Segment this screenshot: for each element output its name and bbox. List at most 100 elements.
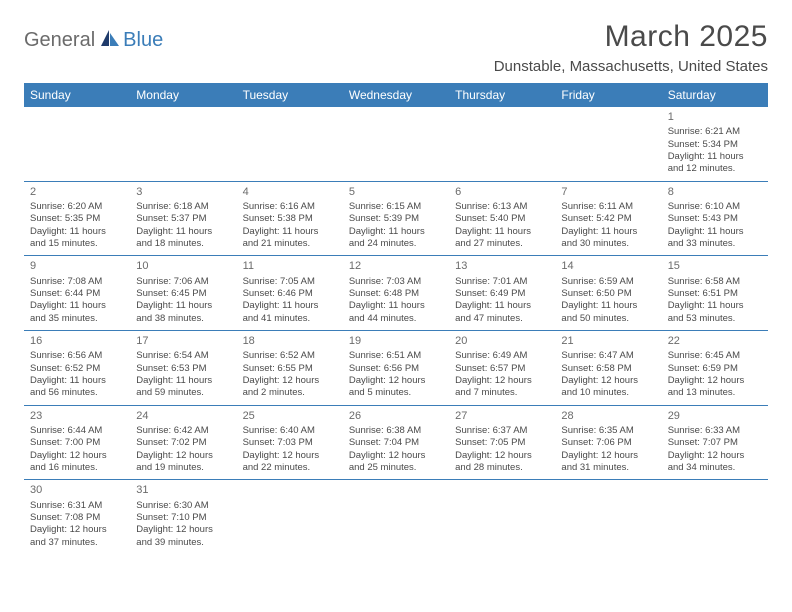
day-number: 14 xyxy=(561,259,655,273)
sunrise-text: Sunrise: 7:05 AM xyxy=(243,276,337,288)
calendar-day-cell: 31Sunrise: 6:30 AMSunset: 7:10 PMDayligh… xyxy=(130,480,236,554)
sunrise-text: Sunrise: 7:01 AM xyxy=(455,276,549,288)
day-number: 22 xyxy=(668,334,762,348)
sunrise-text: Sunrise: 6:33 AM xyxy=(668,425,762,437)
sunset-text: Sunset: 7:10 PM xyxy=(136,512,230,524)
sunrise-text: Sunrise: 7:06 AM xyxy=(136,276,230,288)
day-number: 18 xyxy=(243,334,337,348)
sunrise-text: Sunrise: 6:13 AM xyxy=(455,201,549,213)
daylight-text: Daylight: 11 hours and 38 minutes. xyxy=(136,300,230,325)
day-number: 6 xyxy=(455,185,549,199)
sunrise-text: Sunrise: 6:37 AM xyxy=(455,425,549,437)
calendar-day-cell: 29Sunrise: 6:33 AMSunset: 7:07 PMDayligh… xyxy=(662,405,768,480)
day-number: 20 xyxy=(455,334,549,348)
day-number: 5 xyxy=(349,185,443,199)
calendar-day-cell xyxy=(555,480,661,554)
sunrise-text: Sunrise: 6:15 AM xyxy=(349,201,443,213)
daylight-text: Daylight: 11 hours and 56 minutes. xyxy=(30,375,124,400)
day-number: 13 xyxy=(455,259,549,273)
calendar-day-cell: 24Sunrise: 6:42 AMSunset: 7:02 PMDayligh… xyxy=(130,405,236,480)
sunset-text: Sunset: 7:05 PM xyxy=(455,437,549,449)
calendar-day-cell: 6Sunrise: 6:13 AMSunset: 5:40 PMDaylight… xyxy=(449,181,555,256)
daylight-text: Daylight: 11 hours and 30 minutes. xyxy=(561,226,655,251)
calendar-day-cell: 1Sunrise: 6:21 AMSunset: 5:34 PMDaylight… xyxy=(662,107,768,181)
calendar-day-cell: 21Sunrise: 6:47 AMSunset: 6:58 PMDayligh… xyxy=(555,331,661,406)
sunset-text: Sunset: 7:00 PM xyxy=(30,437,124,449)
sunrise-text: Sunrise: 6:58 AM xyxy=(668,276,762,288)
daylight-text: Daylight: 12 hours and 22 minutes. xyxy=(243,450,337,475)
calendar-day-cell: 19Sunrise: 6:51 AMSunset: 6:56 PMDayligh… xyxy=(343,331,449,406)
calendar-week-row: 1Sunrise: 6:21 AMSunset: 5:34 PMDaylight… xyxy=(24,107,768,181)
daylight-text: Daylight: 11 hours and 44 minutes. xyxy=(349,300,443,325)
calendar-day-cell: 4Sunrise: 6:16 AMSunset: 5:38 PMDaylight… xyxy=(237,181,343,256)
daylight-text: Daylight: 12 hours and 16 minutes. xyxy=(30,450,124,475)
sunrise-text: Sunrise: 6:51 AM xyxy=(349,350,443,362)
daylight-text: Daylight: 12 hours and 28 minutes. xyxy=(455,450,549,475)
sunrise-text: Sunrise: 6:49 AM xyxy=(455,350,549,362)
day-number: 8 xyxy=(668,185,762,199)
sunrise-text: Sunrise: 7:08 AM xyxy=(30,276,124,288)
sunset-text: Sunset: 6:46 PM xyxy=(243,288,337,300)
sunset-text: Sunset: 6:57 PM xyxy=(455,363,549,375)
calendar-day-cell: 22Sunrise: 6:45 AMSunset: 6:59 PMDayligh… xyxy=(662,331,768,406)
daylight-text: Daylight: 11 hours and 18 minutes. xyxy=(136,226,230,251)
sunrise-text: Sunrise: 6:42 AM xyxy=(136,425,230,437)
logo-text-general: General xyxy=(24,29,95,52)
sunset-text: Sunset: 5:38 PM xyxy=(243,213,337,225)
daylight-text: Daylight: 12 hours and 7 minutes. xyxy=(455,375,549,400)
sunrise-text: Sunrise: 6:44 AM xyxy=(30,425,124,437)
sunrise-text: Sunrise: 6:56 AM xyxy=(30,350,124,362)
sunset-text: Sunset: 6:58 PM xyxy=(561,363,655,375)
calendar-day-cell xyxy=(24,107,130,181)
daylight-text: Daylight: 12 hours and 25 minutes. xyxy=(349,450,443,475)
sunset-text: Sunset: 6:50 PM xyxy=(561,288,655,300)
location-text: Dunstable, Massachusetts, United States xyxy=(494,58,768,75)
sunrise-text: Sunrise: 6:40 AM xyxy=(243,425,337,437)
daylight-text: Daylight: 11 hours and 35 minutes. xyxy=(30,300,124,325)
calendar-day-cell xyxy=(343,480,449,554)
sunrise-text: Sunrise: 6:38 AM xyxy=(349,425,443,437)
day-number: 12 xyxy=(349,259,443,273)
daylight-text: Daylight: 12 hours and 39 minutes. xyxy=(136,524,230,549)
sunset-text: Sunset: 6:52 PM xyxy=(30,363,124,375)
sunset-text: Sunset: 5:35 PM xyxy=(30,213,124,225)
daylight-text: Daylight: 11 hours and 27 minutes. xyxy=(455,226,549,251)
daylight-text: Daylight: 11 hours and 24 minutes. xyxy=(349,226,443,251)
calendar-day-cell: 12Sunrise: 7:03 AMSunset: 6:48 PMDayligh… xyxy=(343,256,449,331)
day-number: 27 xyxy=(455,409,549,423)
daylight-text: Daylight: 11 hours and 33 minutes. xyxy=(668,226,762,251)
sunset-text: Sunset: 7:07 PM xyxy=(668,437,762,449)
day-number: 21 xyxy=(561,334,655,348)
calendar-day-cell: 10Sunrise: 7:06 AMSunset: 6:45 PMDayligh… xyxy=(130,256,236,331)
day-number: 30 xyxy=(30,483,124,497)
daylight-text: Daylight: 11 hours and 53 minutes. xyxy=(668,300,762,325)
daylight-text: Daylight: 11 hours and 41 minutes. xyxy=(243,300,337,325)
day-number: 16 xyxy=(30,334,124,348)
calendar-day-cell: 2Sunrise: 6:20 AMSunset: 5:35 PMDaylight… xyxy=(24,181,130,256)
sunrise-text: Sunrise: 6:35 AM xyxy=(561,425,655,437)
calendar-day-cell xyxy=(555,107,661,181)
sunset-text: Sunset: 7:02 PM xyxy=(136,437,230,449)
day-number: 2 xyxy=(30,185,124,199)
calendar-table: Sunday Monday Tuesday Wednesday Thursday… xyxy=(24,83,768,554)
calendar-day-cell: 26Sunrise: 6:38 AMSunset: 7:04 PMDayligh… xyxy=(343,405,449,480)
sunset-text: Sunset: 5:43 PM xyxy=(668,213,762,225)
month-title: March 2025 xyxy=(494,20,768,54)
calendar-day-cell: 18Sunrise: 6:52 AMSunset: 6:55 PMDayligh… xyxy=(237,331,343,406)
calendar-day-cell: 11Sunrise: 7:05 AMSunset: 6:46 PMDayligh… xyxy=(237,256,343,331)
daylight-text: Daylight: 12 hours and 2 minutes. xyxy=(243,375,337,400)
calendar-day-cell: 30Sunrise: 6:31 AMSunset: 7:08 PMDayligh… xyxy=(24,480,130,554)
weekday-header: Wednesday xyxy=(343,83,449,107)
calendar-day-cell: 20 Sunrise: 6:49 AMSunset: 6:57 PMDayligh… xyxy=(449,331,555,406)
daylight-text: Daylight: 12 hours and 5 minutes. xyxy=(349,375,443,400)
calendar-week-row: 9Sunrise: 7:08 AMSunset: 6:44 PMDaylight… xyxy=(24,256,768,331)
weekday-header: Thursday xyxy=(449,83,555,107)
calendar-day-cell xyxy=(237,107,343,181)
daylight-text: Daylight: 11 hours and 47 minutes. xyxy=(455,300,549,325)
logo-text-blue: Blue xyxy=(123,29,163,52)
day-number: 4 xyxy=(243,185,337,199)
daylight-text: Daylight: 12 hours and 19 minutes. xyxy=(136,450,230,475)
day-number: 1 xyxy=(668,110,762,124)
day-number: 26 xyxy=(349,409,443,423)
daylight-text: Daylight: 11 hours and 15 minutes. xyxy=(30,226,124,251)
